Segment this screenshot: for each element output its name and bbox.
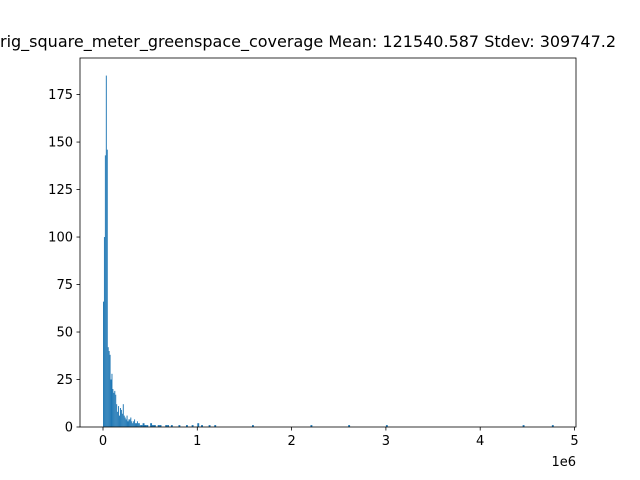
bar: [165, 425, 168, 427]
bar: [136, 423, 137, 427]
bar: [126, 415, 128, 427]
bar: [123, 415, 125, 427]
bar: [129, 419, 131, 427]
bar: [125, 419, 127, 427]
bar: [522, 425, 525, 427]
bar: [117, 411, 119, 427]
bar: [108, 351, 110, 427]
x-tick-label: 3: [382, 434, 390, 449]
bar: [310, 425, 313, 427]
bar: [107, 347, 109, 427]
y-tick-label: 175: [48, 88, 73, 103]
bar: [111, 373, 113, 427]
x-tick-label: 1: [193, 434, 201, 449]
bar: [113, 392, 115, 427]
bar: [208, 425, 211, 427]
bar: [104, 155, 106, 427]
bar: [134, 419, 136, 427]
bar: [132, 423, 134, 427]
x-tick-label: 0: [99, 434, 107, 449]
bar: [133, 421, 135, 427]
bar: [251, 425, 254, 427]
bar: [137, 423, 139, 427]
bar: [106, 149, 108, 427]
bar: [144, 425, 147, 427]
bar: [131, 421, 133, 427]
bar: [142, 423, 145, 427]
bar: [157, 425, 160, 427]
bar: [115, 394, 117, 427]
x-tick-label: 4: [476, 434, 484, 449]
y-tick-label: 75: [56, 278, 73, 293]
y-tick-label: 125: [48, 183, 73, 198]
bar: [110, 379, 112, 427]
bar: [130, 417, 132, 427]
bar: [105, 75, 107, 428]
bar: [118, 406, 120, 427]
bar: [135, 423, 137, 427]
bar: [109, 354, 111, 427]
bar: [152, 425, 154, 427]
bar: [159, 425, 162, 427]
bar: [128, 419, 130, 427]
bar: [119, 415, 120, 427]
y-tick-label: 25: [56, 373, 73, 388]
bar: [116, 404, 118, 427]
bar: [121, 413, 123, 427]
bar: [122, 404, 124, 427]
bar: [197, 423, 200, 427]
x-tick-label: 5: [570, 434, 578, 449]
bar: [348, 425, 351, 427]
bar: [124, 417, 126, 427]
y-tick-label: 100: [48, 231, 73, 246]
y-tick-label: 150: [48, 136, 73, 151]
bar: [103, 237, 105, 427]
bar: [551, 425, 554, 427]
y-tick-label: 0: [65, 421, 73, 436]
bar: [127, 421, 129, 427]
bar: [112, 389, 114, 427]
bar: [140, 425, 143, 427]
bar: [120, 409, 122, 427]
bar: [139, 425, 141, 427]
bar: [136, 421, 138, 427]
bar: [119, 408, 121, 427]
bar: [153, 425, 156, 427]
bar: [167, 425, 170, 427]
bar: [114, 390, 116, 427]
bar: [103, 301, 104, 427]
bar: [201, 425, 203, 427]
bar: [146, 425, 149, 427]
bar: [214, 425, 217, 427]
bar: [150, 423, 153, 427]
bar: [385, 425, 388, 427]
x-tick-label: 2: [287, 434, 295, 449]
y-tick-label: 50: [56, 326, 73, 341]
x-offset-label: 1e6: [551, 455, 576, 470]
chart-title: rig_square_meter_greenspace_coverage Mea…: [0, 32, 616, 52]
bar: [170, 425, 173, 427]
plot-frame: [79, 57, 577, 428]
bar: [178, 425, 181, 427]
bar: [191, 425, 194, 427]
bar: [138, 423, 140, 427]
bar: [185, 425, 188, 427]
